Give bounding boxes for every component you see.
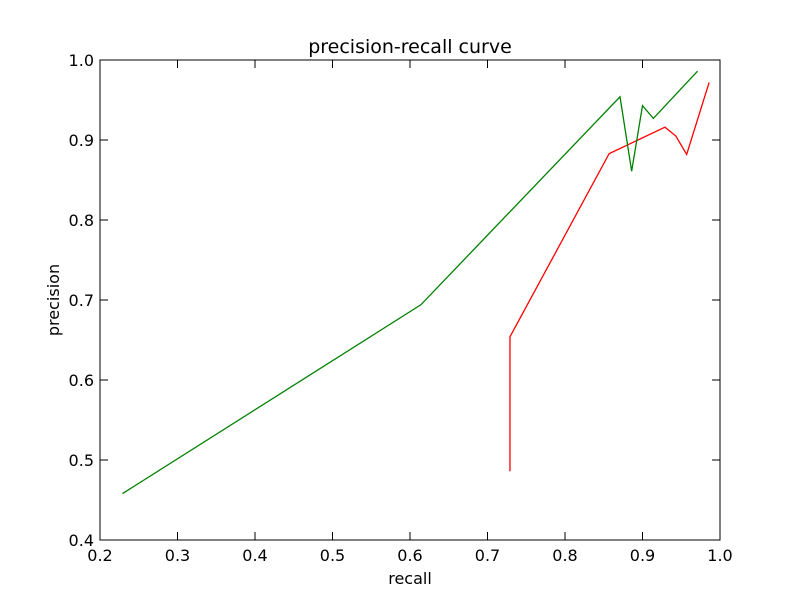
y-tick-label: 0.5 (69, 451, 94, 470)
series-line-1 (509, 82, 710, 472)
y-axis-label: precision (44, 264, 63, 336)
x-tick-label: 0.4 (242, 546, 267, 565)
chart-title: precision-recall curve (308, 36, 512, 58)
y-tick-label: 0.6 (69, 371, 94, 390)
x-tick-label: 0.5 (320, 546, 345, 565)
y-tick-label: 0.8 (69, 211, 94, 230)
tick-layer: 0.2 0.3 0.4 0.5 0.6 0.7 0.8 0.9 1.0 0.4 0.5 0.6 0.7 0… (69, 51, 733, 565)
y-tick-label: 0.4 (69, 531, 94, 550)
x-tick-label: 0.3 (165, 546, 190, 565)
series-line-2 (122, 70, 698, 495)
y-tick-label: 0.9 (69, 131, 94, 150)
x-tick-label: 0.2 (87, 546, 112, 565)
x-tick-label: 1.0 (707, 546, 732, 565)
series-layer (122, 70, 710, 495)
x-tick-label: 0.9 (630, 546, 655, 565)
x-tick-label: 0.6 (397, 546, 422, 565)
x-tick-label: 0.8 (552, 546, 577, 565)
y-tick-label: 1.0 (69, 51, 94, 70)
x-axis-label: recall (388, 569, 432, 588)
x-tick-label: 0.7 (475, 546, 500, 565)
y-tick-label: 0.7 (69, 291, 94, 310)
